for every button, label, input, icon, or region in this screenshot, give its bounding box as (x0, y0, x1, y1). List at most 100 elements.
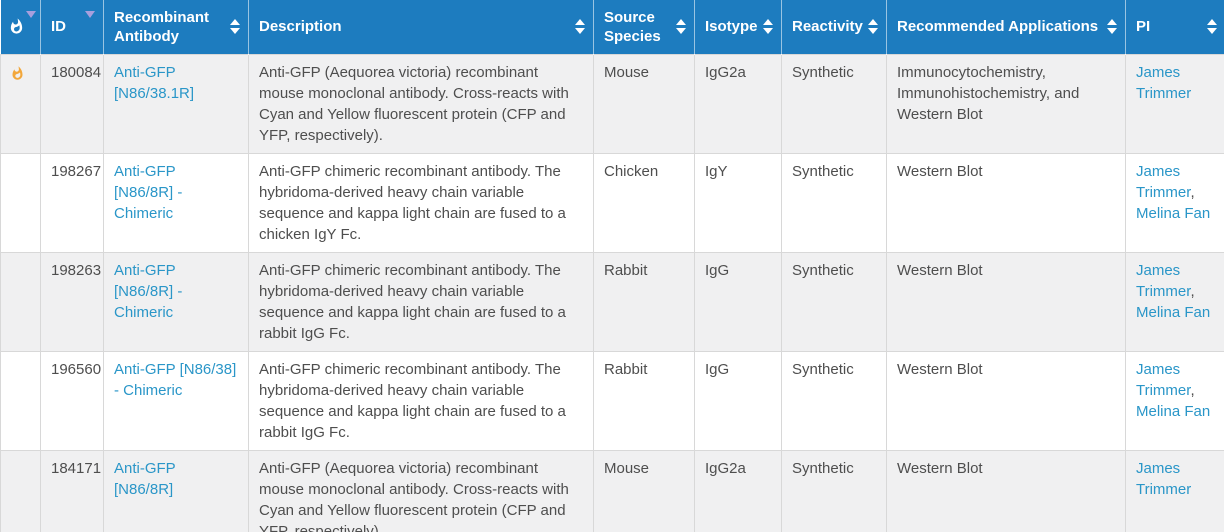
isotype-cell: IgG (694, 350, 782, 451)
applications-cell: Western Blot (886, 251, 1126, 352)
description-cell: Anti-GFP chimeric recombinant antibody. … (248, 350, 594, 451)
column-label: Reactivity (792, 18, 863, 36)
column-header-antibody[interactable]: Recombinant Antibody (103, 0, 249, 54)
pi-cell: James Trimmer (1125, 449, 1224, 532)
reactivity-cell: Synthetic (781, 350, 887, 451)
sort-icon (230, 19, 240, 35)
column-header-applications[interactable]: Recommended Applications (886, 0, 1126, 54)
isotype-cell: IgG2a (694, 449, 782, 532)
pi-link[interactable]: James Trimmer (1136, 360, 1191, 399)
reactivity-value: Synthetic (792, 261, 854, 279)
antibody-link[interactable]: Anti-GFP [N86/38.1R] (114, 63, 195, 102)
pi-link[interactable]: James Trimmer (1136, 162, 1191, 201)
popularity-cell (0, 251, 41, 352)
description-value: Anti-GFP (Aequorea victoria) recombinant… (259, 63, 569, 144)
table-row: 198267 Anti-GFP [N86/8R] - Chimeric Anti-G… (0, 152, 1224, 253)
sort-icon (763, 19, 773, 35)
isotype-cell: IgG (694, 251, 782, 352)
column-label: Description (259, 18, 342, 36)
id-value: 184171 (51, 459, 102, 477)
column-header-isotype[interactable]: Isotype (694, 0, 782, 54)
antibody-link[interactable]: Anti-GFP [N86/8R] (114, 459, 176, 498)
id-value: 198267 (51, 162, 102, 180)
flame-icon (10, 18, 22, 34)
applications-value: Western Blot (897, 261, 983, 279)
id-value: 180084 (51, 63, 102, 81)
reactivity-value: Synthetic (792, 162, 854, 180)
description-cell: Anti-GFP (Aequorea victoria) recombinant… (248, 53, 594, 154)
antibody-link[interactable]: Anti-GFP [N86/8R] - Chimeric (114, 261, 183, 321)
table-row: 198263 Anti-GFP [N86/8R] - Chimeric Anti-G… (0, 251, 1224, 352)
source-species-cell: Rabbit (593, 350, 695, 451)
table-row: 180084 Anti-GFP [N86/38.1R] Anti-GFP (Aequ… (0, 53, 1224, 154)
pi-link[interactable]: Melina Fan (1136, 303, 1211, 321)
id-cell: 196560 (40, 350, 104, 451)
antibody-cell: Anti-GFP [N86/38] - Chimeric (103, 350, 249, 451)
pi-link[interactable]: James Trimmer (1136, 63, 1192, 102)
column-header-description[interactable]: Description (248, 0, 594, 54)
pi-link[interactable]: James Trimmer (1136, 261, 1191, 300)
id-value: 196560 (51, 360, 102, 378)
antibody-link[interactable]: Anti-GFP [N86/8R] - Chimeric (114, 162, 183, 222)
antibody-cell: Anti-GFP [N86/8R] (103, 449, 249, 532)
sort-icon (1107, 19, 1117, 35)
column-label: Isotype (705, 18, 758, 36)
column-header-source_species[interactable]: Source Species (593, 0, 695, 54)
sort-descending-icon (26, 11, 36, 36)
sort-icon (868, 19, 878, 35)
popularity-cell (0, 152, 41, 253)
applications-cell: Western Blot (886, 350, 1126, 451)
description-value: Anti-GFP chimeric recombinant antibody. … (259, 162, 566, 243)
column-header-reactivity[interactable]: Reactivity (781, 0, 887, 54)
popularity-cell (0, 449, 41, 532)
table-row: 196560 Anti-GFP [N86/38] - Chimeric Anti-G… (0, 350, 1224, 451)
header-row: ID Recombinant Antibody Description Source … (0, 0, 1224, 54)
table-body: 180084 Anti-GFP [N86/38.1R] Anti-GFP (Aequ… (0, 53, 1224, 532)
description-cell: Anti-GFP (Aequorea victoria) recombinant… (248, 449, 594, 532)
pi-link[interactable]: Melina Fan (1136, 402, 1211, 420)
pi-link[interactable]: Melina Fan (1136, 204, 1211, 222)
popularity-cell (0, 350, 41, 451)
source-species-cell: Mouse (593, 53, 695, 154)
source-species-value: Mouse (604, 63, 650, 81)
isotype-value: IgG (705, 360, 730, 378)
column-header-id[interactable]: ID (40, 0, 104, 54)
column-header-popularity[interactable] (0, 0, 41, 54)
source-species-cell: Mouse (593, 449, 695, 532)
description-value: Anti-GFP (Aequorea victoria) recombinant… (259, 459, 569, 532)
reactivity-value: Synthetic (792, 360, 854, 378)
applications-value: Western Blot (897, 162, 983, 180)
reactivity-value: Synthetic (792, 459, 854, 477)
reactivity-cell: Synthetic (781, 251, 887, 352)
description-value: Anti-GFP chimeric recombinant antibody. … (259, 261, 566, 342)
applications-cell: Western Blot (886, 449, 1126, 532)
description-cell: Anti-GFP chimeric recombinant antibody. … (248, 251, 594, 352)
source-species-value: Rabbit (604, 360, 648, 378)
antibody-link[interactable]: Anti-GFP [N86/38] - Chimeric (114, 360, 237, 399)
isotype-value: IgG2a (705, 459, 746, 477)
source-species-cell: Chicken (593, 152, 695, 253)
antibody-cell: Anti-GFP [N86/38.1R] (103, 53, 249, 154)
isotype-cell: IgG2a (694, 53, 782, 154)
reactivity-cell: Synthetic (781, 53, 887, 154)
applications-value: Western Blot (897, 360, 983, 378)
id-cell: 184171 (40, 449, 104, 532)
isotype-value: IgG (705, 261, 730, 279)
applications-value: Western Blot (897, 459, 983, 477)
sort-descending-icon (85, 11, 95, 36)
column-header-pi[interactable]: PI (1125, 0, 1224, 54)
description-cell: Anti-GFP chimeric recombinant antibody. … (248, 152, 594, 253)
reactivity-cell: Synthetic (781, 449, 887, 532)
column-label: PI (1136, 18, 1151, 36)
reactivity-cell: Synthetic (781, 152, 887, 253)
sort-icon (1206, 19, 1217, 35)
pi-cell: James Trimmer (1125, 53, 1224, 154)
source-species-value: Chicken (604, 162, 659, 180)
pi-link[interactable]: James Trimmer (1136, 459, 1192, 498)
popularity-cell (0, 53, 41, 154)
id-cell: 198267 (40, 152, 104, 253)
source-species-value: Mouse (604, 459, 650, 477)
column-label: ID (51, 18, 66, 36)
